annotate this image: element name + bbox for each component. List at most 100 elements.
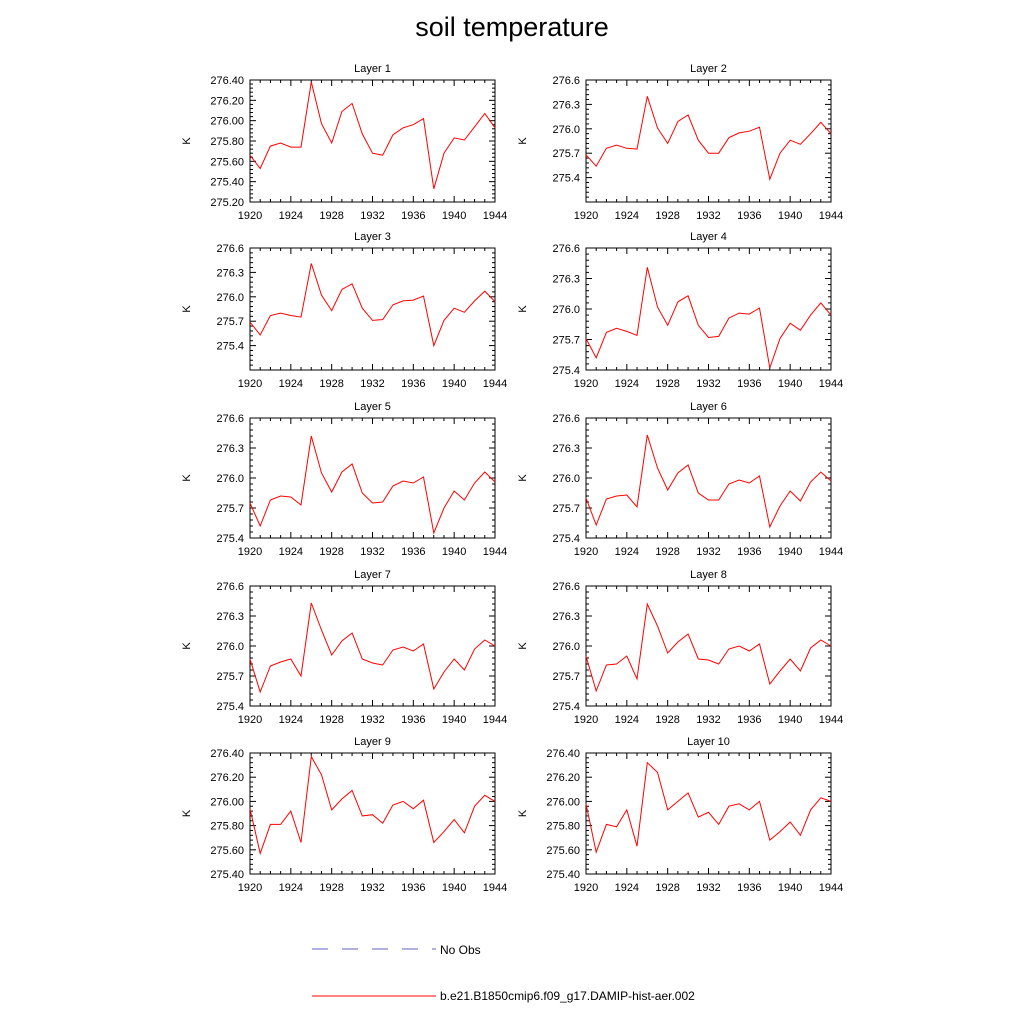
x-tick-label: 1932 bbox=[360, 546, 384, 558]
y-tick-label: 276.20 bbox=[210, 95, 244, 107]
x-tick-label: 1936 bbox=[401, 882, 425, 894]
x-tick-label: 1940 bbox=[778, 882, 802, 894]
y-tick-label: 275.60 bbox=[210, 156, 244, 168]
panel-title: Layer 3 bbox=[354, 231, 391, 243]
y-axis-label: K bbox=[517, 305, 529, 313]
y-tick-label: 275.7 bbox=[216, 671, 244, 683]
x-tick-label: 1928 bbox=[655, 546, 679, 558]
plot-frame bbox=[249, 752, 496, 875]
x-tick-label: 1944 bbox=[819, 378, 843, 390]
plot-frame bbox=[585, 752, 832, 875]
x-tick-label: 1936 bbox=[737, 714, 761, 726]
x-tick-label: 1940 bbox=[442, 546, 466, 558]
y-tick-label: 276.3 bbox=[552, 611, 580, 623]
y-tick-label: 275.40 bbox=[546, 869, 580, 881]
y-tick-label: 276.00 bbox=[210, 116, 244, 128]
x-tick-label: 1920 bbox=[238, 714, 262, 726]
x-tick-label: 1920 bbox=[574, 378, 598, 390]
y-tick-label: 275.7 bbox=[552, 671, 580, 683]
y-tick-label: 275.80 bbox=[546, 821, 580, 833]
chart-panel-5: Layer 5 K 1920 1924 1928 1932 1936 1940 1944 275.… bbox=[181, 401, 507, 558]
chart-panel-6: Layer 6 K 1920 1924 1928 1932 1936 1940 1944 275.… bbox=[517, 401, 843, 558]
chart-panel-9: Layer 9 K 1920 1924 1928 1932 1936 1940 1944 275.… bbox=[181, 736, 507, 894]
y-tick-label: 276.3 bbox=[552, 274, 580, 286]
x-tick-label: 1920 bbox=[238, 546, 262, 558]
chart-panel-10: Layer 10 K 1920 1924 1928 1932 1936 1940 1944 275… bbox=[517, 736, 843, 894]
y-tick-label: 276.6 bbox=[552, 243, 580, 255]
panel-title: Layer 8 bbox=[690, 569, 727, 581]
y-tick-label: 275.40 bbox=[210, 177, 244, 189]
x-tick-label: 1924 bbox=[615, 546, 639, 558]
x-tick-label: 1932 bbox=[360, 378, 384, 390]
y-tick-label: 275.4 bbox=[216, 533, 244, 545]
x-tick-label: 1928 bbox=[319, 882, 343, 894]
panel-title: Layer 7 bbox=[354, 569, 391, 581]
y-tick-label: 275.7 bbox=[552, 335, 580, 347]
y-tick-label: 276.3 bbox=[216, 443, 244, 455]
series-line bbox=[249, 755, 496, 856]
panel-title: Layer 2 bbox=[690, 63, 727, 75]
y-tick-label: 275.4 bbox=[552, 701, 580, 713]
y-axis-label: K bbox=[517, 474, 529, 482]
plot-frame bbox=[585, 79, 832, 203]
x-tick-label: 1936 bbox=[737, 210, 761, 222]
x-tick-label: 1936 bbox=[401, 546, 425, 558]
y-axis-label: K bbox=[181, 305, 193, 313]
y-tick-label: 276.3 bbox=[216, 611, 244, 623]
x-tick-label: 1928 bbox=[655, 714, 679, 726]
x-tick-label: 1928 bbox=[655, 378, 679, 390]
y-tick-label: 275.80 bbox=[210, 821, 244, 833]
series-line bbox=[249, 602, 496, 694]
y-tick-label: 276.6 bbox=[552, 413, 580, 425]
x-tick-label: 1924 bbox=[615, 210, 639, 222]
x-tick-label: 1932 bbox=[360, 714, 384, 726]
panel-title: Layer 9 bbox=[354, 736, 391, 748]
panel-title: Layer 10 bbox=[687, 736, 730, 748]
x-tick-label: 1940 bbox=[442, 210, 466, 222]
y-tick-label: 276.6 bbox=[216, 413, 244, 425]
y-tick-label: 276.3 bbox=[216, 267, 244, 279]
chart-panel-1: Layer 1 K 1920 1924 1928 1932 1936 1940 1944 275.… bbox=[181, 63, 507, 222]
chart-panel-3: Layer 3 K 1920 1924 1928 1932 1936 1940 1944 275.… bbox=[181, 231, 507, 390]
x-tick-label: 1928 bbox=[319, 210, 343, 222]
y-axis-label: K bbox=[517, 137, 529, 145]
y-tick-label: 276.0 bbox=[216, 641, 244, 653]
y-tick-label: 275.4 bbox=[552, 365, 580, 377]
y-tick-label: 275.60 bbox=[210, 845, 244, 857]
chart-panel-4: Layer 4 K 1920 1924 1928 1932 1936 1940 1944 275.… bbox=[517, 231, 843, 390]
x-tick-label: 1920 bbox=[238, 210, 262, 222]
y-tick-label: 275.4 bbox=[216, 341, 244, 353]
x-tick-label: 1932 bbox=[696, 210, 720, 222]
x-tick-label: 1936 bbox=[401, 714, 425, 726]
plot-frame bbox=[249, 247, 496, 371]
plot-frame bbox=[585, 417, 832, 539]
x-tick-label: 1932 bbox=[696, 378, 720, 390]
y-tick-label: 276.40 bbox=[546, 748, 580, 760]
y-tick-label: 276.6 bbox=[216, 243, 244, 255]
x-tick-label: 1940 bbox=[778, 546, 802, 558]
y-axis-label: K bbox=[517, 642, 529, 650]
y-tick-label: 276.0 bbox=[552, 641, 580, 653]
x-tick-label: 1924 bbox=[279, 882, 303, 894]
y-tick-label: 276.3 bbox=[552, 443, 580, 455]
series-line bbox=[585, 602, 832, 693]
y-tick-label: 276.40 bbox=[210, 75, 244, 87]
y-tick-label: 275.4 bbox=[216, 701, 244, 713]
y-axis-label: K bbox=[517, 809, 529, 817]
y-tick-label: 276.0 bbox=[552, 304, 580, 316]
y-tick-label: 276.20 bbox=[546, 772, 580, 784]
x-tick-label: 1928 bbox=[655, 882, 679, 894]
y-axis-label: K bbox=[181, 137, 193, 145]
series-line bbox=[585, 267, 832, 369]
y-tick-label: 275.60 bbox=[546, 845, 580, 857]
x-tick-label: 1932 bbox=[696, 882, 720, 894]
x-tick-label: 1940 bbox=[778, 714, 802, 726]
chart-panel-8: Layer 8 K 1920 1924 1928 1932 1936 1940 1944 275.… bbox=[517, 569, 843, 726]
y-tick-label: 275.20 bbox=[210, 197, 244, 209]
x-tick-label: 1944 bbox=[483, 882, 507, 894]
x-tick-label: 1924 bbox=[279, 378, 303, 390]
x-tick-label: 1936 bbox=[737, 378, 761, 390]
x-tick-label: 1920 bbox=[238, 882, 262, 894]
y-tick-label: 276.40 bbox=[210, 748, 244, 760]
x-tick-label: 1940 bbox=[442, 882, 466, 894]
